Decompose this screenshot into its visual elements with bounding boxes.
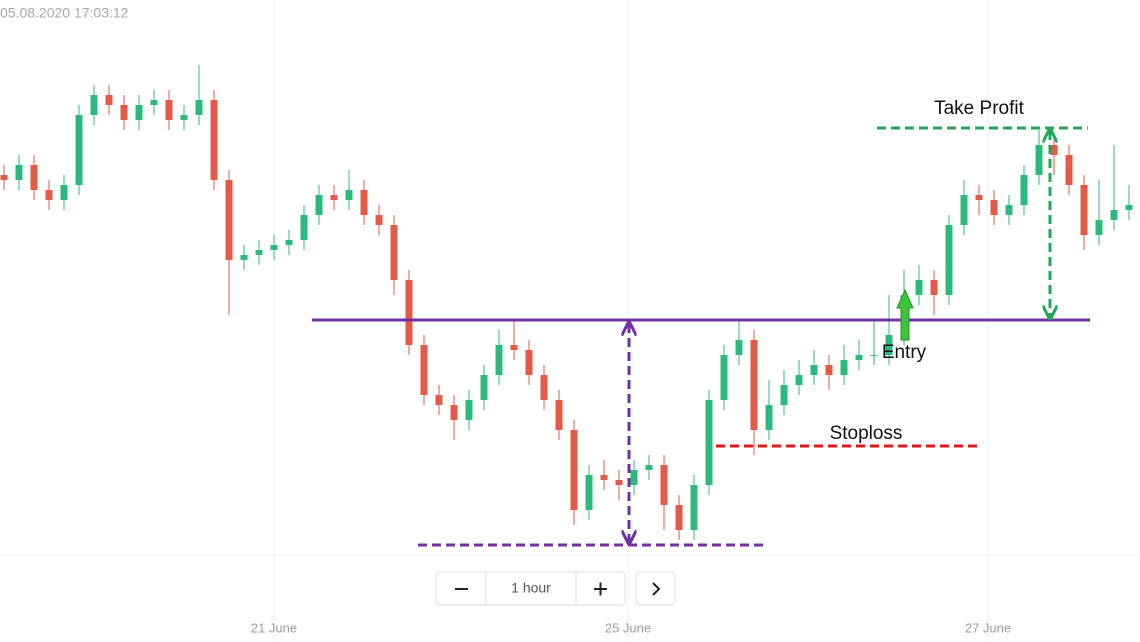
candle-body [1035, 145, 1043, 175]
candle-body [615, 480, 623, 485]
candle-body [1020, 175, 1028, 205]
candle-body [915, 280, 923, 295]
entry-label: Entry [882, 342, 927, 363]
candle-body [1095, 220, 1103, 235]
candle-body [750, 340, 758, 430]
candle-body [855, 355, 863, 360]
candle-body [645, 465, 653, 470]
candle-body [825, 365, 833, 375]
candle-body [180, 115, 188, 120]
x-tick-label: 21 June [251, 620, 297, 635]
x-tick-label: 25 June [605, 620, 651, 635]
entry-arrow [896, 288, 914, 341]
candle-body [375, 215, 383, 225]
candle-body [1065, 155, 1073, 185]
candle-body [810, 365, 818, 375]
candle-body [840, 360, 848, 375]
candle-body [555, 400, 563, 430]
candle-body [225, 180, 233, 260]
candle-body [270, 245, 278, 250]
candle-body [1125, 205, 1133, 210]
candle-body [45, 190, 53, 200]
candle-body [90, 95, 98, 115]
candle-body [135, 105, 143, 120]
candle-body [885, 335, 893, 355]
candle-body [480, 375, 488, 400]
candle-body [870, 355, 878, 356]
candle-body [690, 485, 698, 530]
candle-body [1005, 205, 1013, 215]
candle-body [495, 345, 503, 375]
candle-body [705, 400, 713, 485]
candle-body [990, 200, 998, 215]
interval-label: 1 hour [511, 580, 551, 596]
zoom-in-button[interactable] [577, 573, 624, 604]
candle-body [150, 100, 158, 105]
candle-body [285, 240, 293, 245]
candle-body [330, 195, 338, 200]
candle-body [255, 250, 263, 255]
timestamp: 05.08.2020 17:03:12 [0, 5, 129, 21]
candle-body [720, 355, 728, 400]
candle-body [525, 350, 533, 375]
candle-body [465, 400, 473, 420]
candle-body [765, 405, 773, 430]
candle-body [315, 195, 323, 215]
candle-body [15, 165, 23, 180]
candle-body [780, 385, 788, 405]
candle-body [1080, 185, 1088, 235]
candle-body [735, 340, 743, 355]
next-box[interactable] [635, 571, 676, 606]
candle-body [945, 225, 953, 295]
candle-body [975, 195, 983, 200]
candle-body [570, 430, 578, 510]
next-button[interactable] [635, 571, 676, 606]
candle-body [510, 345, 518, 350]
candle-body [210, 100, 218, 180]
candle-body [1050, 145, 1058, 155]
candle-body [405, 280, 413, 345]
interval-control: 1 hour [435, 571, 676, 606]
candle-body [960, 195, 968, 225]
candle-body [390, 225, 398, 280]
candle-body [30, 165, 38, 190]
candle-body [1110, 210, 1118, 220]
candle-body [60, 185, 68, 200]
candle-body [675, 505, 683, 530]
candle-body [450, 405, 458, 420]
candle-body [300, 215, 308, 240]
candle-body [195, 100, 203, 115]
candle-body [105, 95, 113, 105]
candle-body [0, 175, 8, 180]
candle-body [585, 475, 593, 510]
candle-body [540, 375, 548, 400]
take-profit-label: Take Profit [934, 98, 1024, 119]
candle-body [345, 190, 353, 200]
candle-body [930, 280, 938, 295]
candle-body [795, 375, 803, 385]
zoom-out-button[interactable] [437, 573, 485, 604]
candle-body [630, 470, 638, 485]
chevron-icon [652, 582, 661, 596]
candle-body [660, 465, 668, 505]
interval-group [435, 571, 626, 606]
candle-body [75, 115, 83, 185]
candle-body [420, 345, 428, 395]
candle-body [120, 105, 128, 120]
candle-body [165, 100, 173, 120]
candle-body [600, 475, 608, 480]
candle-body [360, 190, 368, 215]
candle-body [240, 255, 248, 260]
x-tick-label: 27 June [965, 620, 1011, 635]
stoploss-label: Stoploss [830, 423, 903, 444]
candle-body [435, 395, 443, 405]
